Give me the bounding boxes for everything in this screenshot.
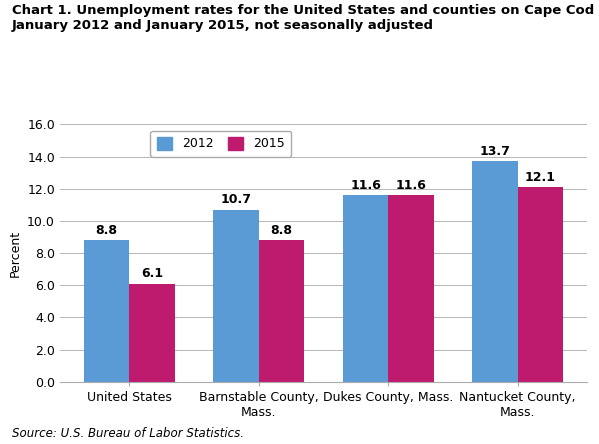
Bar <box>388 195 434 382</box>
Y-axis label: Percent: Percent <box>8 230 22 277</box>
Text: 6.1: 6.1 <box>141 267 163 281</box>
Text: 13.7: 13.7 <box>480 145 510 158</box>
Text: Chart 1. Unemployment rates for the United States and counties on Cape Cod and t: Chart 1. Unemployment rates for the Unit… <box>12 4 599 32</box>
Bar <box>84 240 129 382</box>
Bar <box>213 210 259 382</box>
Bar <box>259 240 304 382</box>
Text: 11.6: 11.6 <box>395 179 426 192</box>
Text: Source: U.S. Bureau of Labor Statistics.: Source: U.S. Bureau of Labor Statistics. <box>12 427 244 440</box>
Legend: 2012, 2015: 2012, 2015 <box>150 131 291 157</box>
Text: 8.8: 8.8 <box>95 224 117 237</box>
Text: 10.7: 10.7 <box>220 194 252 206</box>
Text: 12.1: 12.1 <box>525 171 556 184</box>
Text: 8.8: 8.8 <box>270 224 292 237</box>
Bar <box>343 195 388 382</box>
Bar <box>518 187 563 382</box>
Text: 11.6: 11.6 <box>350 179 381 192</box>
Bar <box>129 284 174 382</box>
Bar <box>473 161 518 382</box>
